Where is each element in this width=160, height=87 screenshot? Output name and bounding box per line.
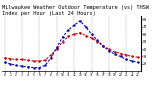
Text: Milwaukee Weather Outdoor Temperature (vs) THSW Index per Hour (Last 24 Hours): Milwaukee Weather Outdoor Temperature (v… [2, 5, 148, 16]
